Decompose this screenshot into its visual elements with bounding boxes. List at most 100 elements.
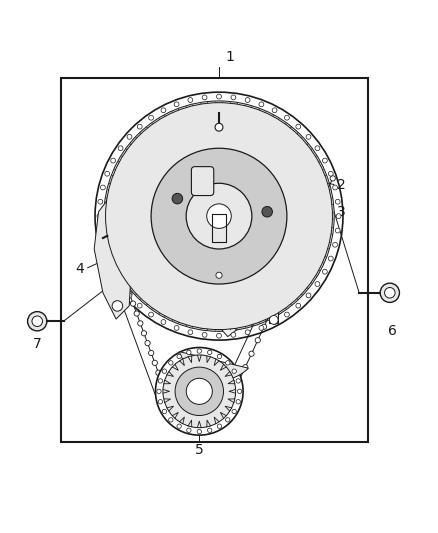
Text: 3: 3 <box>337 205 346 219</box>
Polygon shape <box>94 194 131 319</box>
Circle shape <box>174 102 179 107</box>
Circle shape <box>293 257 298 262</box>
Circle shape <box>255 337 260 343</box>
Circle shape <box>188 330 193 335</box>
Circle shape <box>152 360 157 366</box>
Circle shape <box>177 354 181 359</box>
Circle shape <box>172 193 183 204</box>
Circle shape <box>104 101 334 332</box>
Circle shape <box>197 430 201 434</box>
Circle shape <box>134 311 139 316</box>
Text: 4: 4 <box>76 262 85 276</box>
Circle shape <box>98 228 102 233</box>
Text: 1: 1 <box>226 50 234 64</box>
Circle shape <box>100 243 105 247</box>
Circle shape <box>305 230 311 235</box>
Circle shape <box>216 333 221 338</box>
Circle shape <box>322 158 327 163</box>
Polygon shape <box>145 231 226 330</box>
Circle shape <box>169 418 173 422</box>
Circle shape <box>333 185 338 190</box>
Circle shape <box>318 203 323 208</box>
Circle shape <box>217 354 222 359</box>
Circle shape <box>380 283 399 302</box>
Circle shape <box>141 330 147 336</box>
Circle shape <box>202 333 207 337</box>
Circle shape <box>28 312 47 331</box>
Polygon shape <box>269 225 278 324</box>
Circle shape <box>188 98 193 102</box>
Circle shape <box>269 316 278 324</box>
Circle shape <box>162 409 166 414</box>
Circle shape <box>120 271 125 277</box>
Circle shape <box>207 204 231 229</box>
Circle shape <box>315 146 320 151</box>
Circle shape <box>208 350 212 354</box>
Circle shape <box>237 378 242 383</box>
Circle shape <box>127 291 132 296</box>
Circle shape <box>208 428 212 432</box>
Circle shape <box>100 185 105 190</box>
Circle shape <box>145 341 150 346</box>
Circle shape <box>158 400 162 404</box>
Circle shape <box>148 115 153 120</box>
Circle shape <box>336 214 341 219</box>
Polygon shape <box>180 352 248 381</box>
Circle shape <box>226 418 230 422</box>
Circle shape <box>177 424 181 429</box>
Circle shape <box>330 176 336 181</box>
Circle shape <box>105 256 110 261</box>
Circle shape <box>249 351 254 357</box>
Circle shape <box>328 256 333 261</box>
Circle shape <box>151 148 287 284</box>
Circle shape <box>245 98 250 102</box>
Circle shape <box>328 171 333 176</box>
Circle shape <box>155 348 243 435</box>
Circle shape <box>385 287 395 298</box>
Circle shape <box>262 206 272 217</box>
Circle shape <box>116 262 121 267</box>
Circle shape <box>268 311 273 316</box>
Circle shape <box>259 102 264 107</box>
Circle shape <box>106 103 332 329</box>
Circle shape <box>296 124 301 129</box>
Circle shape <box>216 94 221 99</box>
Text: 7: 7 <box>33 336 42 351</box>
Circle shape <box>186 378 212 405</box>
Circle shape <box>259 326 264 330</box>
Circle shape <box>163 355 236 427</box>
Circle shape <box>148 312 153 317</box>
Text: 2: 2 <box>337 179 346 192</box>
Circle shape <box>306 134 311 139</box>
Bar <box>61 78 368 442</box>
Circle shape <box>306 293 311 298</box>
Circle shape <box>336 199 340 204</box>
Circle shape <box>118 281 123 286</box>
Circle shape <box>226 361 230 365</box>
Circle shape <box>156 370 161 375</box>
Circle shape <box>237 389 242 393</box>
FancyBboxPatch shape <box>191 167 214 196</box>
Circle shape <box>243 365 248 370</box>
Circle shape <box>166 400 172 405</box>
Circle shape <box>315 281 320 286</box>
Circle shape <box>232 369 237 374</box>
Circle shape <box>231 95 236 100</box>
Circle shape <box>163 390 168 395</box>
Circle shape <box>187 350 191 354</box>
Circle shape <box>32 316 42 327</box>
Circle shape <box>232 409 237 414</box>
Circle shape <box>285 312 290 317</box>
Circle shape <box>137 124 142 129</box>
Circle shape <box>280 284 286 289</box>
Circle shape <box>161 320 166 325</box>
Circle shape <box>311 216 317 222</box>
Circle shape <box>127 293 132 298</box>
Circle shape <box>187 428 191 432</box>
Circle shape <box>174 326 179 330</box>
Circle shape <box>112 252 117 257</box>
Circle shape <box>138 321 143 326</box>
Circle shape <box>186 183 252 249</box>
Circle shape <box>322 269 327 274</box>
Circle shape <box>161 108 166 112</box>
